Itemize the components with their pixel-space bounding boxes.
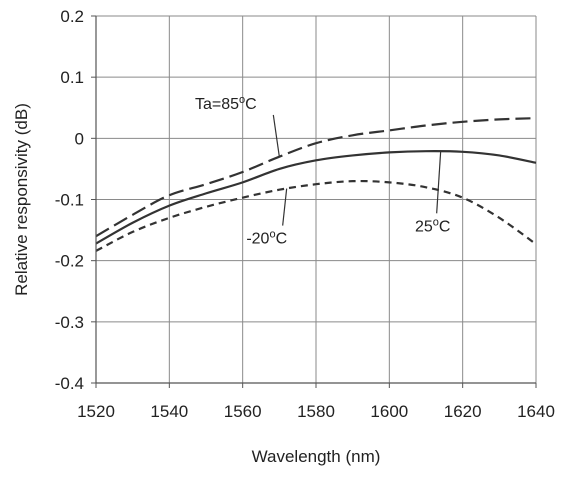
y-tick-label: -0.1 — [55, 191, 84, 210]
x-tick-label: 1600 — [370, 402, 408, 421]
y-tick-label: 0.2 — [60, 7, 84, 26]
series-line-long-dash — [95, 117, 537, 238]
series-label: 25oC — [415, 216, 450, 235]
leader-line — [272, 114, 280, 157]
series-line-solid — [95, 150, 537, 245]
y-tick-label: 0 — [75, 129, 84, 148]
series-label: Ta=85oC — [195, 94, 257, 113]
y-tick-label: -0.2 — [55, 252, 84, 271]
y-tick-label: -0.3 — [55, 313, 84, 332]
y-axis-title: Relative responsivity (dB) — [12, 103, 31, 296]
y-tick-label: -0.4 — [55, 374, 84, 393]
axes: 1520 1540 1560 1580 1600 1620 1640 -0.4 -0.3 -0.2… — [55, 7, 555, 421]
x-axis-title: Wavelength (nm) — [252, 447, 381, 466]
x-tick-label: 1640 — [517, 402, 555, 421]
x-tick-label: 1560 — [224, 402, 262, 421]
x-tick-label: 1620 — [444, 402, 482, 421]
x-tick-label: 1520 — [77, 402, 115, 421]
y-tick-label: 0.1 — [60, 68, 84, 87]
x-tick-label: 1580 — [297, 402, 335, 421]
leader-line — [282, 188, 288, 226]
series-line-short-dash — [95, 179, 537, 252]
x-tick-label: 1540 — [150, 402, 188, 421]
series-group — [95, 117, 537, 252]
series-label: -20oC — [246, 229, 287, 248]
annotations: Ta=85oC 25oC -20oC — [195, 94, 450, 248]
leader-line — [436, 151, 442, 214]
